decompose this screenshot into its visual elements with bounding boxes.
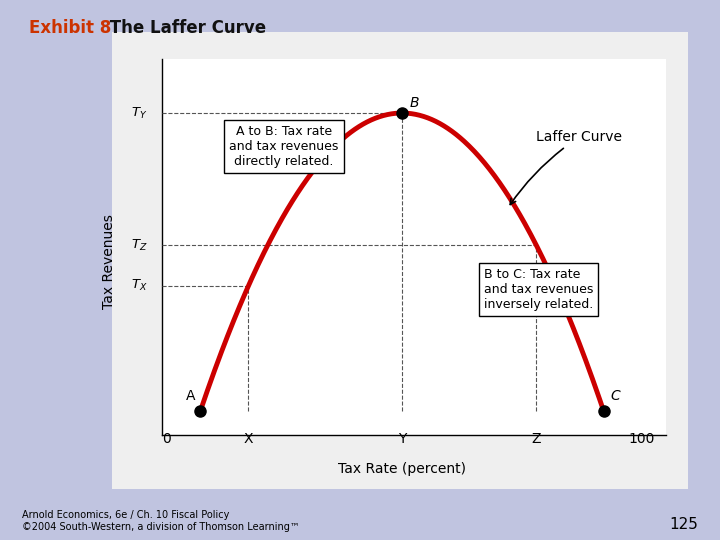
- Text: B: B: [409, 96, 419, 110]
- Text: Z: Z: [531, 431, 541, 446]
- Text: $T_Y$: $T_Y$: [131, 105, 148, 120]
- Text: A to B: Tax rate
and tax revenues
directly related.: A to B: Tax rate and tax revenues direct…: [229, 125, 338, 168]
- Text: Tax Rate (percent): Tax Rate (percent): [338, 462, 466, 476]
- Text: $T_X$: $T_X$: [131, 279, 148, 293]
- Text: 100: 100: [629, 431, 655, 446]
- Text: Exhibit 8: Exhibit 8: [29, 19, 111, 37]
- Text: X: X: [243, 431, 253, 446]
- Text: 0: 0: [163, 431, 171, 446]
- Text: Y: Y: [398, 431, 406, 446]
- Text: C: C: [611, 389, 621, 403]
- Text: A: A: [186, 389, 196, 403]
- Text: Tax Revenues: Tax Revenues: [102, 214, 116, 309]
- Text: 125: 125: [670, 517, 698, 532]
- Text: B to C: Tax rate
and tax revenues
inversely related.: B to C: Tax rate and tax revenues invers…: [484, 268, 593, 311]
- Text: $T_Z$: $T_Z$: [131, 238, 148, 253]
- Text: Arnold Economics, 6e / Ch. 10 Fiscal Policy
©2004 South-Western, a division of T: Arnold Economics, 6e / Ch. 10 Fiscal Pol…: [22, 510, 300, 532]
- Text: Laffer Curve: Laffer Curve: [510, 130, 622, 205]
- Text: The Laffer Curve: The Laffer Curve: [104, 19, 266, 37]
